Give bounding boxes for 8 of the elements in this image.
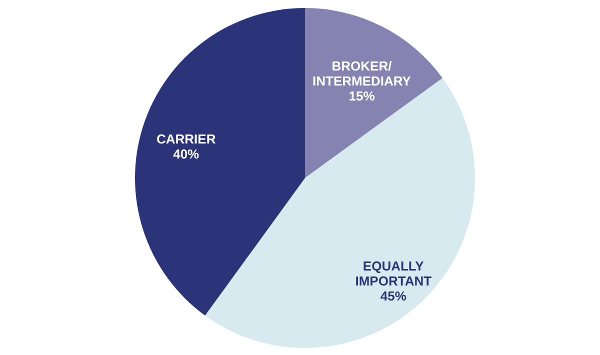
slice-label: EQUALLY IMPORTANT [355, 258, 432, 288]
data-label: 45% [380, 288, 407, 304]
slice-label: CARRIER [156, 131, 216, 146]
slice-label: BROKER/ INTERMEDIARY [312, 58, 412, 89]
pie-slice [305, 8, 443, 178]
data-label: 15% [348, 88, 376, 104]
data-label: 40% [173, 146, 200, 162]
pie-slice [135, 8, 305, 316]
